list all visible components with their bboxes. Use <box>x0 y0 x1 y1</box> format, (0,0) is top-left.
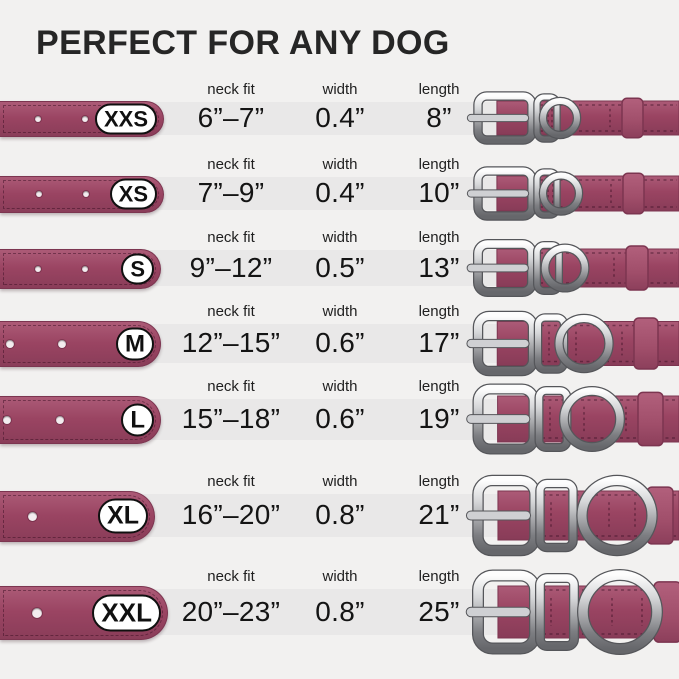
d-ring-metal <box>540 98 580 138</box>
size-badge: XL <box>98 498 148 534</box>
buckle-keeper-metal <box>536 574 578 650</box>
width-value: 0.6” <box>315 403 365 434</box>
collar-buckle-image <box>465 474 679 557</box>
strap-keeper-loop <box>622 172 645 215</box>
length-label: length <box>418 472 460 490</box>
collar-strap-left: S <box>0 249 161 289</box>
width-value: 0.8” <box>315 499 365 530</box>
collar-strap-left: XXL <box>0 586 168 640</box>
buckle-keeper-metal <box>534 242 562 294</box>
collar-buckle-image <box>466 383 679 455</box>
strap-hole <box>6 340 14 348</box>
neck-fit-label: neck fit <box>207 568 255 585</box>
length-label: length <box>418 568 460 585</box>
neck-fit-value: 15”–18” <box>181 403 281 434</box>
collar-strap-left: L <box>0 396 161 444</box>
strap-hole <box>58 340 66 348</box>
length-label: length <box>418 229 460 246</box>
size-badge: S <box>121 253 154 285</box>
strap-hole <box>56 416 64 424</box>
page-title: PERFECT FOR ANY DOG <box>36 24 450 62</box>
strap-hole <box>82 266 88 272</box>
d-ring-metal <box>541 244 589 292</box>
width-label: width <box>322 472 358 490</box>
buckle-keeper-metal <box>534 94 560 142</box>
length-value: 8” <box>426 102 452 133</box>
neck-fit-value: 7”–9” <box>197 177 265 208</box>
length-value: 17” <box>418 327 460 358</box>
strap-hole <box>3 416 11 424</box>
neck-fit-label: neck fit <box>207 229 255 246</box>
neck-fit-value: 16”–20” <box>181 499 281 530</box>
buckle-keeper-metal <box>535 314 567 373</box>
strap-hole <box>28 511 37 521</box>
length-value: 25” <box>418 596 460 627</box>
strap-keeper-loop <box>621 97 644 139</box>
width-value: 0.8” <box>315 596 365 627</box>
width-label: width <box>322 80 358 98</box>
collar-buckle-image <box>466 166 679 221</box>
strap-keeper-loop <box>625 245 649 291</box>
width-value: 0.6” <box>315 327 365 358</box>
collar-buckle-image <box>466 239 679 297</box>
strap-keeper-loop <box>633 317 659 370</box>
d-ring-metal <box>560 387 624 451</box>
d-ring-metal <box>555 315 613 372</box>
neck-fit-label: neck fit <box>207 80 255 98</box>
width-label: width <box>322 377 358 395</box>
collar-buckle-image <box>466 310 679 377</box>
d-ring-metal <box>540 172 582 215</box>
width-label: width <box>322 568 358 585</box>
d-ring-metal <box>577 476 657 555</box>
size-badge: L <box>121 403 154 437</box>
length-value: 21” <box>418 499 460 530</box>
length-label: length <box>418 80 460 98</box>
neck-fit-value: 9”–12” <box>189 252 273 283</box>
length-label: length <box>418 155 460 173</box>
strap-keeper-loop <box>637 391 664 447</box>
buckle-keeper-metal <box>534 169 560 218</box>
width-label: width <box>322 155 358 173</box>
width-value: 0.4” <box>315 102 365 133</box>
size-badge: M <box>116 327 154 361</box>
strap-hole <box>82 116 88 122</box>
neck-fit-label: neck fit <box>207 377 255 395</box>
length-label: length <box>418 377 460 395</box>
width-value: 0.5” <box>315 252 365 283</box>
strap-hole <box>32 608 42 618</box>
length-value: 19” <box>418 403 460 434</box>
buckle-keeper-metal <box>536 480 577 551</box>
size-badge: XXL <box>92 594 161 632</box>
collar-strap-left: M <box>0 321 161 367</box>
collar-strap-left: XL <box>0 490 155 542</box>
length-label: length <box>418 302 460 320</box>
length-value: 10” <box>418 177 460 208</box>
d-ring-metal <box>578 570 662 654</box>
length-value: 13” <box>418 252 460 283</box>
strap-hole <box>35 116 41 122</box>
neck-fit-value: 12”–15” <box>181 327 281 358</box>
width-label: width <box>322 302 358 320</box>
width-label: width <box>322 229 358 246</box>
neck-fit-label: neck fit <box>207 472 255 490</box>
strap-hole <box>83 191 89 197</box>
size-badge: XS <box>109 178 157 210</box>
collar-strap-left: XXS <box>0 101 164 137</box>
strap-hole <box>35 266 41 272</box>
neck-fit-label: neck fit <box>207 302 255 320</box>
collar-buckle-image <box>466 91 679 145</box>
neck-fit-value: 6”–7” <box>197 102 265 133</box>
neck-fit-label: neck fit <box>207 155 255 173</box>
size-badge: XXS <box>94 103 157 135</box>
collar-strap-left: XS <box>0 175 164 213</box>
neck-fit-value: 20”–23” <box>181 596 281 627</box>
collar-buckle-image <box>465 569 679 655</box>
width-value: 0.4” <box>315 177 365 208</box>
strap-hole <box>36 191 42 197</box>
